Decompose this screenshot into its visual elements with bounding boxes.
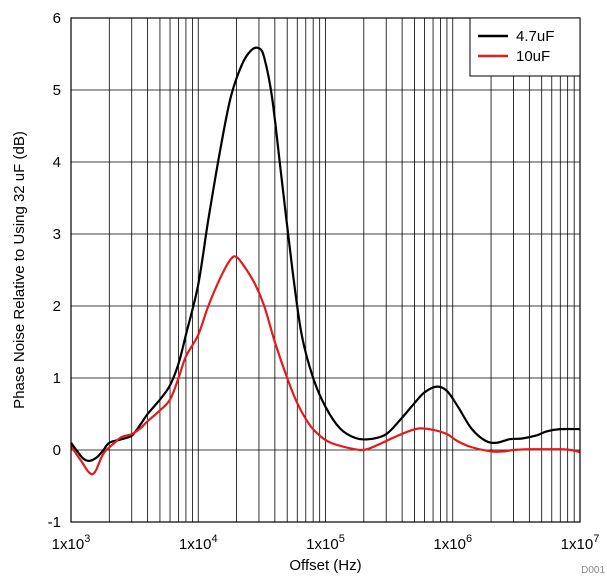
y-axis-label: Phase Noise Relative to Using 32 uF (dB) <box>11 131 28 409</box>
legend-box <box>469 17 581 77</box>
x-tick-label: 1x106 <box>433 533 472 553</box>
y-tick-label: 1 <box>53 370 61 387</box>
plot-frame <box>70 17 581 523</box>
legend: 4.7uF 10uF <box>469 17 581 77</box>
legend-label-10uf: 10uF <box>516 48 550 65</box>
figure-id-label: D001 <box>581 565 605 576</box>
y-tick-label: 0 <box>53 442 61 459</box>
y-tick-label: 6 <box>53 10 61 27</box>
legend-label-4-7uf: 4.7uF <box>516 28 554 45</box>
tick-labels: -1 0 1 2 3 4 5 6 1x103 1x104 1x105 1x106 1x107 <box>48 10 600 553</box>
series-line-10uf <box>70 255 581 476</box>
x-tick-label: 1x104 <box>179 533 218 553</box>
y-tick-label: 2 <box>53 298 61 315</box>
series-layer <box>70 46 581 476</box>
grid <box>71 18 580 522</box>
x-tick-label: 1x107 <box>561 533 600 553</box>
x-axis-label: Offset (Hz) <box>289 557 361 574</box>
y-tick-label: 4 <box>53 154 61 171</box>
y-tick-label: -1 <box>48 514 61 531</box>
x-tick-label: 1x103 <box>52 533 91 553</box>
y-tick-label: 3 <box>53 226 61 243</box>
series-line-4-7uf <box>70 46 581 462</box>
y-tick-label: 5 <box>53 82 61 99</box>
x-tick-label: 1x105 <box>306 533 345 553</box>
